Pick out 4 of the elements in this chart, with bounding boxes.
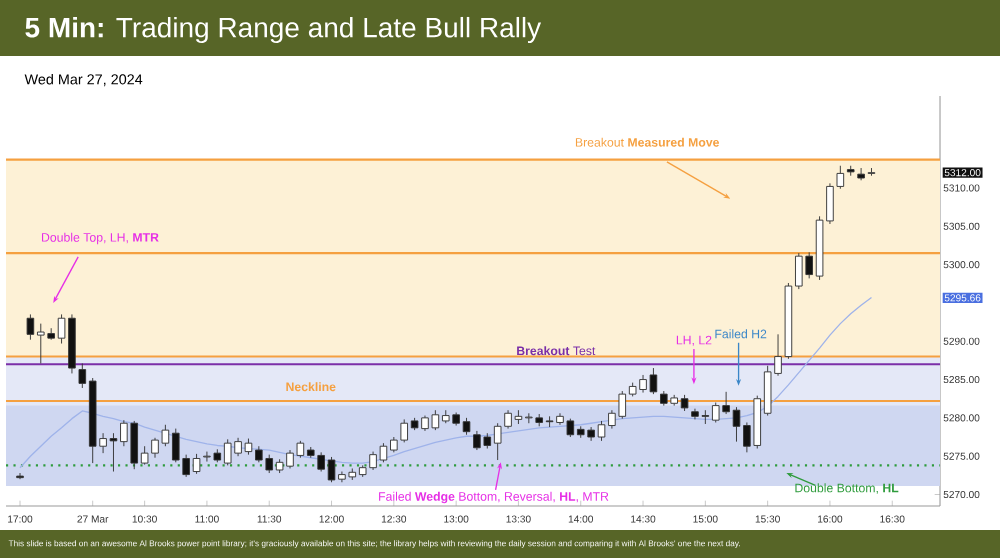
candlestick [857, 167, 865, 181]
candlestick [16, 472, 24, 480]
chart-title: 5 Min: Trading Range and Late Bull Rally [25, 16, 542, 44]
candlestick [867, 167, 876, 177]
